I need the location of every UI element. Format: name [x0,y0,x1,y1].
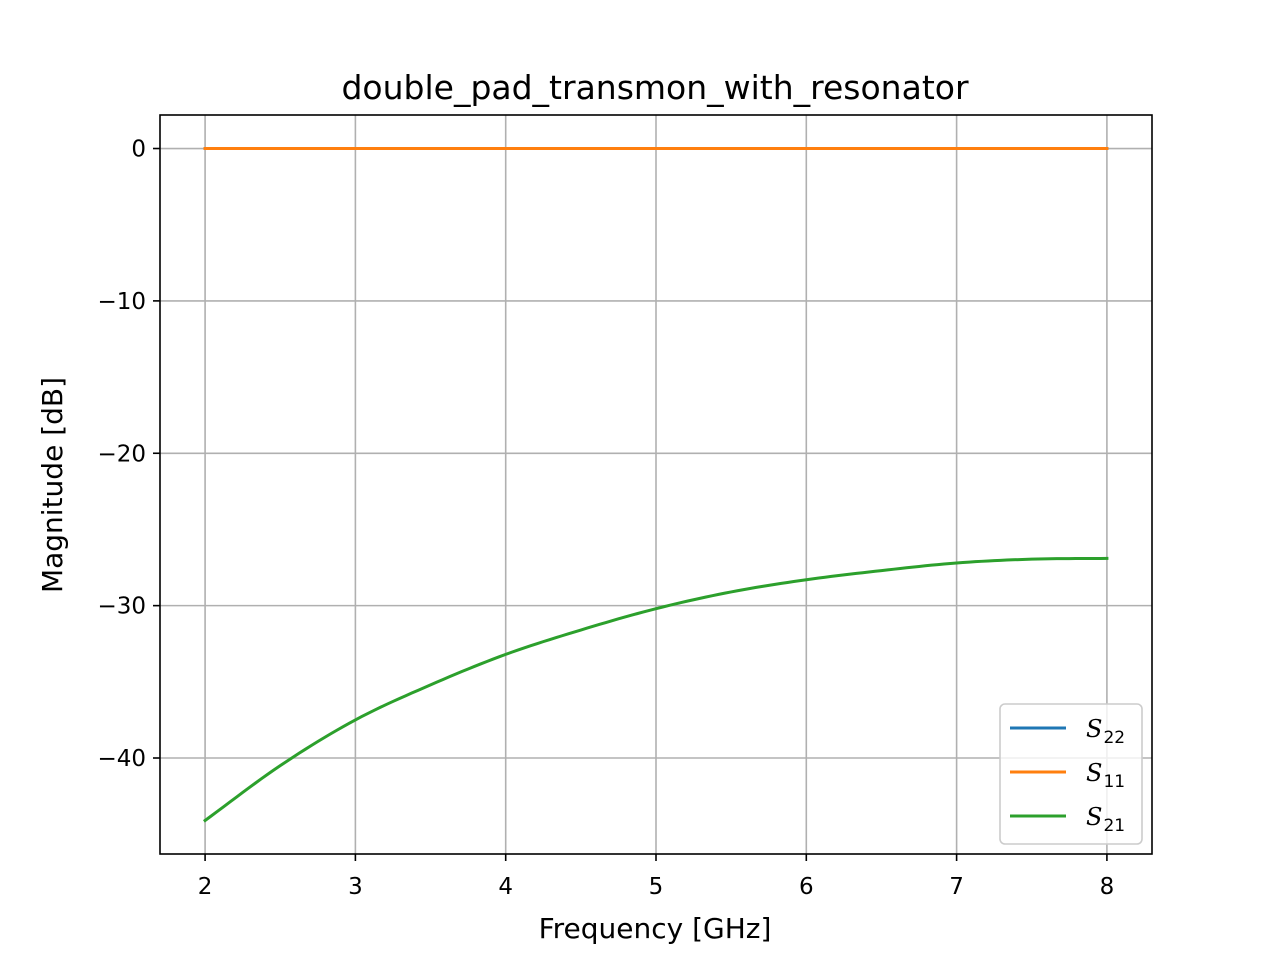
x-tick-label: 2 [198,874,213,900]
series-lines [202,147,1109,823]
x-tick-label: 7 [949,874,964,900]
y-tick-label: −40 [97,746,146,772]
x-tick-label: 6 [799,874,814,900]
x-axis-label: Frequency [GHz] [539,912,772,945]
series-line-s21 [202,556,1109,823]
y-tick-label: −30 [97,594,146,620]
x-tick-label: 4 [498,874,513,900]
y-tick-label: −20 [97,441,146,467]
ticks: 2 3 4 5 6 7 8 0 −10 −20 −30 −40 [97,137,1114,900]
chart-title: double_pad_transmon_with_resonator [341,68,968,107]
x-tick-label: 5 [649,874,664,900]
y-tick-label: 0 [131,137,146,163]
y-tick-label: −10 [97,289,146,315]
x-tick-label: 3 [348,874,363,900]
x-tick-label: 8 [1100,874,1115,900]
legend-box [999,703,1143,845]
y-axis-label: Magnitude [dB] [36,377,69,593]
